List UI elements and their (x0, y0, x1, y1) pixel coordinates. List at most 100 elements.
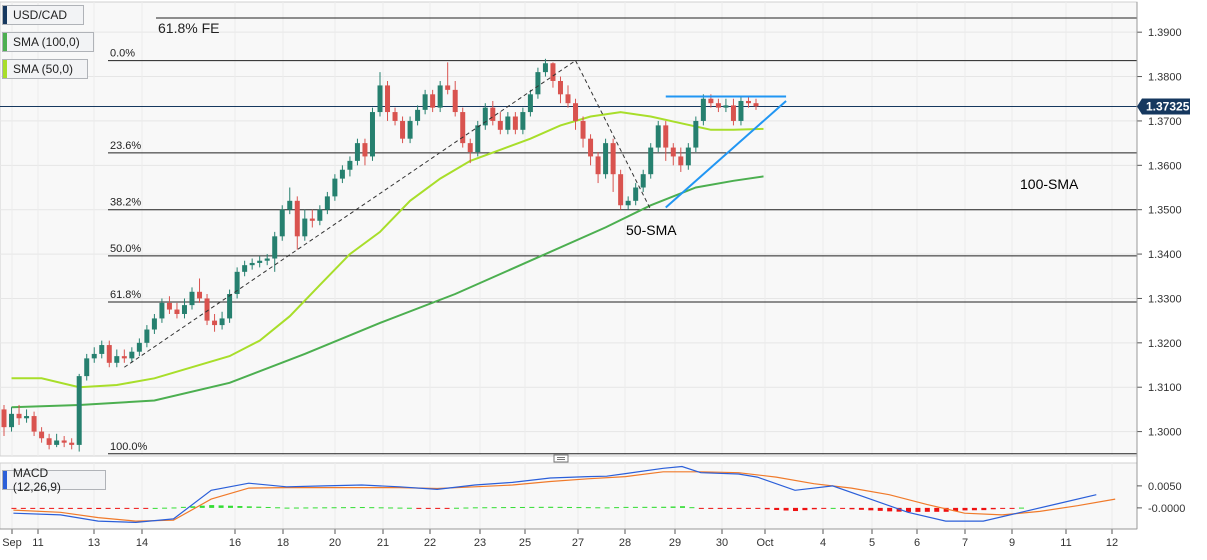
candle-body (174, 309, 180, 314)
candle (610, 138, 616, 192)
candle (663, 120, 669, 161)
macd-histogram-bar (133, 507, 139, 509)
pane-splitter-handle[interactable] (553, 454, 569, 463)
fib-label: 61.8% (110, 289, 141, 301)
candle-body (527, 94, 533, 113)
candle-body (700, 98, 706, 121)
macd-histogram-bar (350, 507, 356, 509)
macd-histogram-bar (275, 507, 281, 509)
fib-label: 61.8% FE (158, 20, 219, 36)
candle-body (482, 107, 488, 126)
candle-body (392, 112, 398, 121)
macd-histogram-bar (86, 507, 92, 509)
macd-histogram-bar (887, 507, 893, 512)
candle (106, 340, 112, 368)
legend-symbol[interactable]: USD/CAD (2, 5, 84, 25)
time-tick-label: 6 (914, 537, 920, 549)
candle (640, 169, 646, 192)
macd-histogram-bar (538, 506, 544, 508)
annotations: 50-SMA 100-SMA (626, 176, 1079, 238)
legend-macd[interactable]: MACD (12,26,9) (2, 466, 106, 494)
candle (693, 116, 699, 153)
candle (151, 313, 157, 334)
candle (99, 340, 105, 359)
macd-histogram-bar (246, 506, 252, 508)
macd-histogram-bar (727, 507, 733, 509)
candle (670, 143, 676, 166)
macd-histogram-bar (115, 507, 120, 509)
macd-legend-label: MACD (12,26,9) (12, 466, 61, 494)
candle (467, 138, 473, 164)
sma50-legend-label: SMA (50,0) (13, 62, 74, 76)
legend-sma50[interactable]: SMA (50,0) (2, 59, 88, 79)
macd-histogram-bar (501, 507, 507, 509)
legend-sma100[interactable]: SMA (100,0) (2, 32, 94, 52)
macd-histogram-bar (143, 507, 149, 509)
time-tick-label: 12 (1106, 537, 1118, 549)
candle-body (670, 147, 676, 157)
time-tick-label: Sep (2, 537, 22, 549)
macd-histogram-bar (454, 507, 459, 509)
sma50-swatch (3, 60, 7, 78)
sma50-line (11, 111, 764, 389)
candle-body (618, 174, 624, 206)
symbol-swatch (3, 6, 7, 24)
fib-label: 23.6% (110, 140, 141, 152)
fib-label: 100.0% (110, 441, 148, 453)
candle (234, 267, 240, 299)
time-tick-label: 22 (424, 537, 436, 549)
macd-histogram-bar (20, 507, 26, 509)
macd-indicator (11, 465, 1116, 524)
candle (505, 112, 511, 135)
candle-body (294, 200, 300, 237)
candle-body (535, 72, 541, 95)
macd-histogram-bar (557, 506, 563, 508)
symbol-label: USD/CAD (13, 8, 68, 22)
candle-body (24, 416, 30, 419)
candle-body (166, 302, 172, 310)
candle (648, 143, 654, 179)
candle-body (565, 94, 571, 104)
sma100-legend-label: SMA (100,0) (13, 35, 80, 49)
price-tick-label: 1.3100 (1148, 382, 1182, 394)
macd-histogram-bar (105, 507, 111, 509)
candle-body (121, 356, 127, 359)
candle-body (9, 413, 15, 428)
macd-histogram-bar (162, 507, 168, 509)
macd-line (13, 465, 1097, 524)
candle (181, 298, 187, 319)
macd-tick-label: 0.0050 (1148, 481, 1182, 493)
candle (354, 138, 360, 166)
candle (557, 76, 563, 104)
candle-body (580, 120, 586, 139)
candle-body (39, 431, 45, 439)
candle-body (69, 442, 75, 445)
candle-body (648, 147, 654, 175)
macd-histogram-bar (171, 507, 177, 509)
candle-body (723, 105, 729, 108)
candle (430, 89, 436, 113)
candle-body (204, 298, 210, 321)
candle-body (106, 345, 112, 363)
candle-body (219, 318, 225, 326)
candle-body (520, 112, 526, 130)
candle (542, 58, 548, 77)
candle (482, 103, 488, 130)
sma100-swatch (3, 33, 7, 51)
candle-body (151, 318, 157, 330)
candle (723, 98, 729, 113)
macd-histogram-bar (510, 507, 516, 509)
macd-histogram-bar (416, 507, 422, 509)
candle (84, 353, 90, 381)
time-tick-label: 18 (277, 537, 289, 549)
price-tick-label: 1.3400 (1148, 249, 1182, 261)
candle-body (332, 178, 338, 197)
candle (24, 409, 30, 423)
macd-histogram-bar (840, 507, 846, 509)
candle (136, 338, 142, 357)
candle (535, 67, 541, 99)
candle (332, 174, 338, 201)
candle-body (54, 440, 60, 445)
candle (91, 347, 97, 363)
candle-body (249, 262, 255, 266)
